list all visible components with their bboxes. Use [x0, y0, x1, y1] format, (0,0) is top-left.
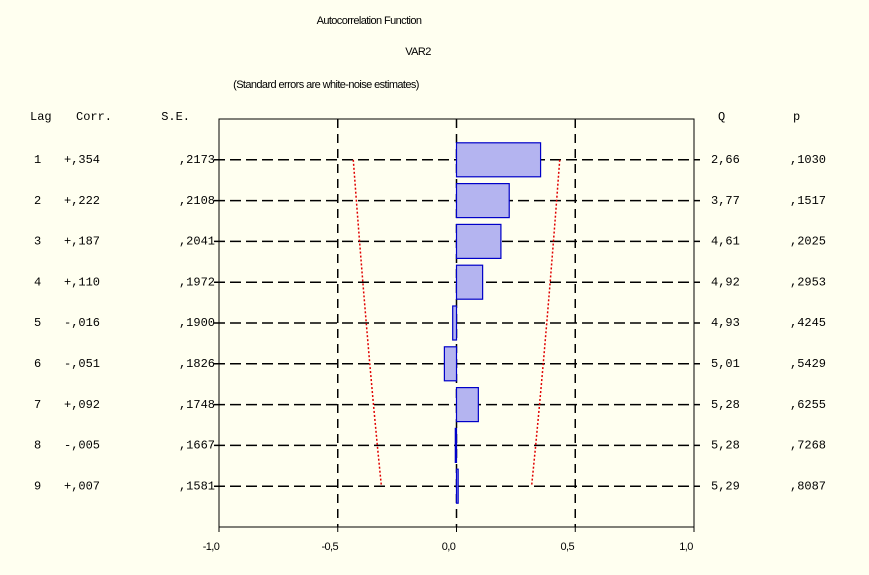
corr-label: +,007 [64, 479, 100, 493]
bar [455, 183, 510, 219]
lag-label: 5 [34, 316, 41, 330]
corr-label: -,016 [64, 316, 100, 330]
lag-label: 8 [34, 439, 41, 453]
x-tick-label: -0,5 [321, 541, 338, 553]
se-label: ,1900 [179, 316, 215, 330]
p-label: ,2025 [790, 235, 826, 249]
q-label: 5,01 [711, 357, 740, 371]
lag-label: 1 [34, 153, 41, 167]
p-label: ,1030 [790, 153, 826, 167]
bar [452, 305, 458, 341]
x-tick-label: 0,0 [442, 541, 456, 553]
x-tick-label: 1,0 [679, 541, 693, 553]
q-label: 2,66 [711, 153, 740, 167]
lag-label: 2 [34, 194, 41, 208]
bar [455, 264, 484, 300]
confidence-limit [352, 159, 383, 487]
corr-label: +,222 [64, 194, 100, 208]
p-label: ,5429 [790, 357, 826, 371]
bar [455, 142, 542, 178]
corr-label: +,187 [64, 235, 100, 249]
se-label: ,1581 [179, 479, 215, 493]
p-label: ,6255 [790, 398, 826, 412]
lag-label: 6 [34, 357, 41, 371]
q-label: 4,92 [711, 275, 740, 289]
column-header: Lag [30, 110, 52, 124]
chart-note: (Standard errors are white-noise estimat… [233, 79, 419, 91]
se-label: ,2108 [179, 194, 215, 208]
se-label: ,1748 [179, 398, 215, 412]
q-label: 4,61 [711, 235, 740, 249]
column-header: Q [718, 110, 725, 124]
corr-label: +,110 [64, 275, 100, 289]
q-label: 5,28 [711, 398, 740, 412]
p-label: ,7268 [790, 439, 826, 453]
q-label: 5,29 [711, 479, 740, 493]
lag-label: 9 [34, 479, 41, 493]
bar [443, 346, 458, 382]
lag-label: 7 [34, 398, 41, 412]
column-header: S.E. [161, 110, 190, 124]
p-label: ,1517 [790, 194, 826, 208]
bar [455, 223, 502, 259]
lag-label: 4 [34, 275, 41, 289]
column-header: p [793, 110, 800, 124]
corr-label: -,051 [64, 357, 100, 371]
se-label: ,2173 [179, 153, 215, 167]
p-label: ,2953 [790, 275, 826, 289]
x-tick-label: -1,0 [203, 541, 220, 553]
corr-label: +,354 [64, 153, 100, 167]
se-label: ,1972 [179, 275, 215, 289]
lag-label: 3 [34, 235, 41, 249]
chart-title: Autocorrelation Function [317, 15, 422, 27]
se-label: ,1667 [179, 439, 215, 453]
bar [455, 468, 459, 504]
se-label: ,2041 [179, 235, 215, 249]
bar [454, 427, 458, 463]
corr-label: +,092 [64, 398, 100, 412]
p-label: ,4245 [790, 316, 826, 330]
p-label: ,8087 [790, 479, 826, 493]
bar [455, 387, 479, 423]
chart-subtitle: VAR2 [405, 46, 431, 58]
q-label: 5,28 [711, 439, 740, 453]
q-label: 4,93 [711, 316, 740, 330]
corr-label: -,005 [64, 439, 100, 453]
column-header: Corr. [76, 110, 112, 124]
confidence-limit [530, 159, 561, 487]
x-tick-label: 0,5 [561, 541, 575, 553]
q-label: 3,77 [711, 194, 740, 208]
se-label: ,1826 [179, 357, 215, 371]
